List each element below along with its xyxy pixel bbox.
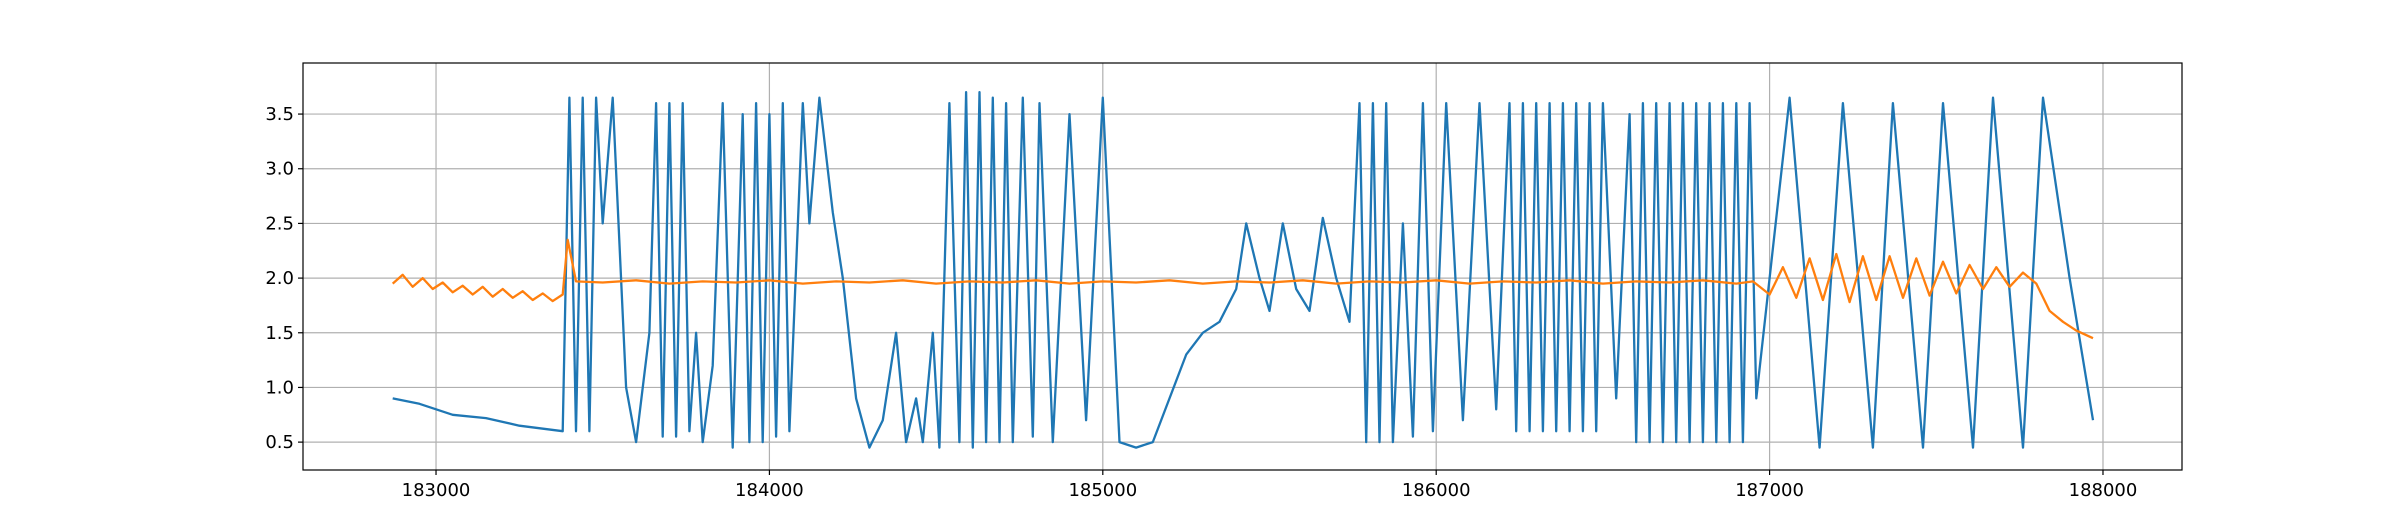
line-series bbox=[391, 238, 2094, 340]
y-tick-label: 2.0 bbox=[265, 268, 294, 289]
y-tick-label: 2.5 bbox=[265, 213, 294, 234]
x-tick-label: 184000 bbox=[735, 480, 804, 501]
x-tick-label: 183000 bbox=[402, 480, 471, 501]
x-tick-label: 188000 bbox=[2069, 480, 2138, 501]
x-tick-label: 185000 bbox=[1068, 480, 1137, 501]
x-tick-label: 187000 bbox=[1735, 480, 1804, 501]
y-tick-label: 3.0 bbox=[265, 159, 294, 180]
y-tick-label: 3.5 bbox=[265, 104, 294, 125]
y-tick-label: 0.5 bbox=[265, 432, 294, 453]
plot-frame bbox=[302, 62, 2183, 471]
x-tick-label: 186000 bbox=[1402, 480, 1471, 501]
line-series bbox=[392, 91, 2095, 449]
y-tick-label: 1.5 bbox=[265, 323, 294, 344]
y-tick-label: 1.0 bbox=[265, 377, 294, 398]
